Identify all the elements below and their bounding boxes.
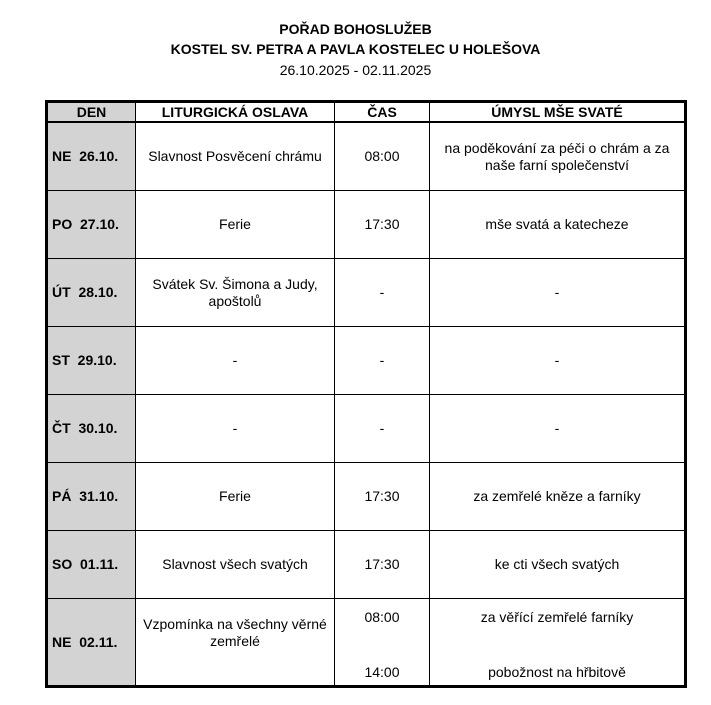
intention-cell: na poděkování za péči o chrám a za naše … [429, 121, 686, 191]
table-row: PO 27.10. Ferie 17:30 mše svatá a katecheze [46, 190, 686, 259]
schedule-table: DEN LITURGICKÁ OSLAVA ČAS ÚMYSL MŠE SVAT… [45, 100, 687, 688]
intention-cell: ke cti všech svatých [429, 530, 686, 599]
intention-cell: - [429, 258, 686, 327]
column-header-intention: ÚMYSL MŠE SVATÉ [429, 101, 686, 123]
table-row: ST 29.10. - - - [46, 326, 686, 395]
intention-cell: mše svatá a katecheze [429, 190, 686, 259]
time-text: 14:00 [364, 664, 400, 680]
intention-cell: za věřící zemřelé farníky pobožnost na hř… [429, 598, 686, 687]
day-cell: PÁ 31.10. [46, 462, 136, 531]
column-header-day: DEN [46, 101, 136, 123]
table-row: PÁ 31.10. Ferie 17:30 za zemřelé kněze a fa… [46, 462, 686, 531]
day-cell: PO 27.10. [46, 190, 136, 259]
intention-text: pobožnost na hřbitově [488, 664, 626, 680]
table-row: NE 02.11. Vzpomínka na všechny věrné zem… [46, 598, 686, 687]
time-cell: 17:30 [334, 190, 430, 259]
intention-cell: - [429, 394, 686, 463]
time-cell: - [334, 258, 430, 327]
time-cell: 17:30 [334, 462, 430, 531]
table-row: ÚT 28.10. Svátek Sv. Šimona a Judy, apošt… [46, 258, 686, 327]
day-cell: ČT 30.10. [46, 394, 136, 463]
column-header-time: ČAS [334, 101, 430, 123]
table-row: ČT 30.10. - - - [46, 394, 686, 463]
table-row: SO 01.11. Slavnost všech svatých 17:30 ke c… [46, 530, 686, 599]
page-title: POŘAD BOHOSLUŽEB [279, 21, 432, 37]
date-range: 26.10.2025 - 02.11.2025 [279, 62, 432, 78]
table-row: NE 26.10. Slavnost Posvěcení chrámu 08:00 n… [46, 121, 686, 191]
intention-cell: za zemřelé kněze a farníky [429, 462, 686, 531]
celebration-cell: - [135, 326, 335, 395]
time-text: 08:00 [364, 609, 400, 625]
day-cell: ÚT 28.10. [46, 258, 136, 327]
time-cell: 08:00 [334, 121, 430, 191]
celebration-cell: Ferie [135, 190, 335, 259]
day-cell: NE 02.11. [46, 598, 136, 687]
celebration-cell: Ferie [135, 462, 335, 531]
intention-text: za věřící zemřelé farníky [480, 609, 634, 625]
day-cell: ST 29.10. [46, 326, 136, 395]
time-cell: 17:30 [334, 530, 430, 599]
celebration-text: Vzpomínka na všechny věrné zemřelé [143, 616, 327, 649]
celebration-cell: Slavnost všech svatých [135, 530, 335, 599]
celebration-cell: - [135, 394, 335, 463]
time-cell: - [334, 394, 430, 463]
church-name: KOSTEL SV. PETRA A PAVLA KOSTELEC U HOLE… [170, 41, 541, 57]
day-cell: NE 26.10. [46, 121, 136, 191]
table-header: DEN LITURGICKÁ OSLAVA ČAS ÚMYSL MŠE SVAT… [46, 101, 686, 123]
celebration-cell: Slavnost Posvěcení chrámu [135, 121, 335, 191]
time-cell: - [334, 326, 430, 395]
celebration-cell: Vzpomínka na všechny věrné zemřelé [135, 598, 335, 687]
column-header-celebration: LITURGICKÁ OSLAVA [135, 101, 335, 123]
day-cell: SO 01.11. [46, 530, 136, 599]
time-cell: 08:00 14:00 [334, 598, 430, 687]
celebration-cell: Svátek Sv. Šimona a Judy, apoštolů [135, 258, 335, 327]
intention-cell: - [429, 326, 686, 395]
